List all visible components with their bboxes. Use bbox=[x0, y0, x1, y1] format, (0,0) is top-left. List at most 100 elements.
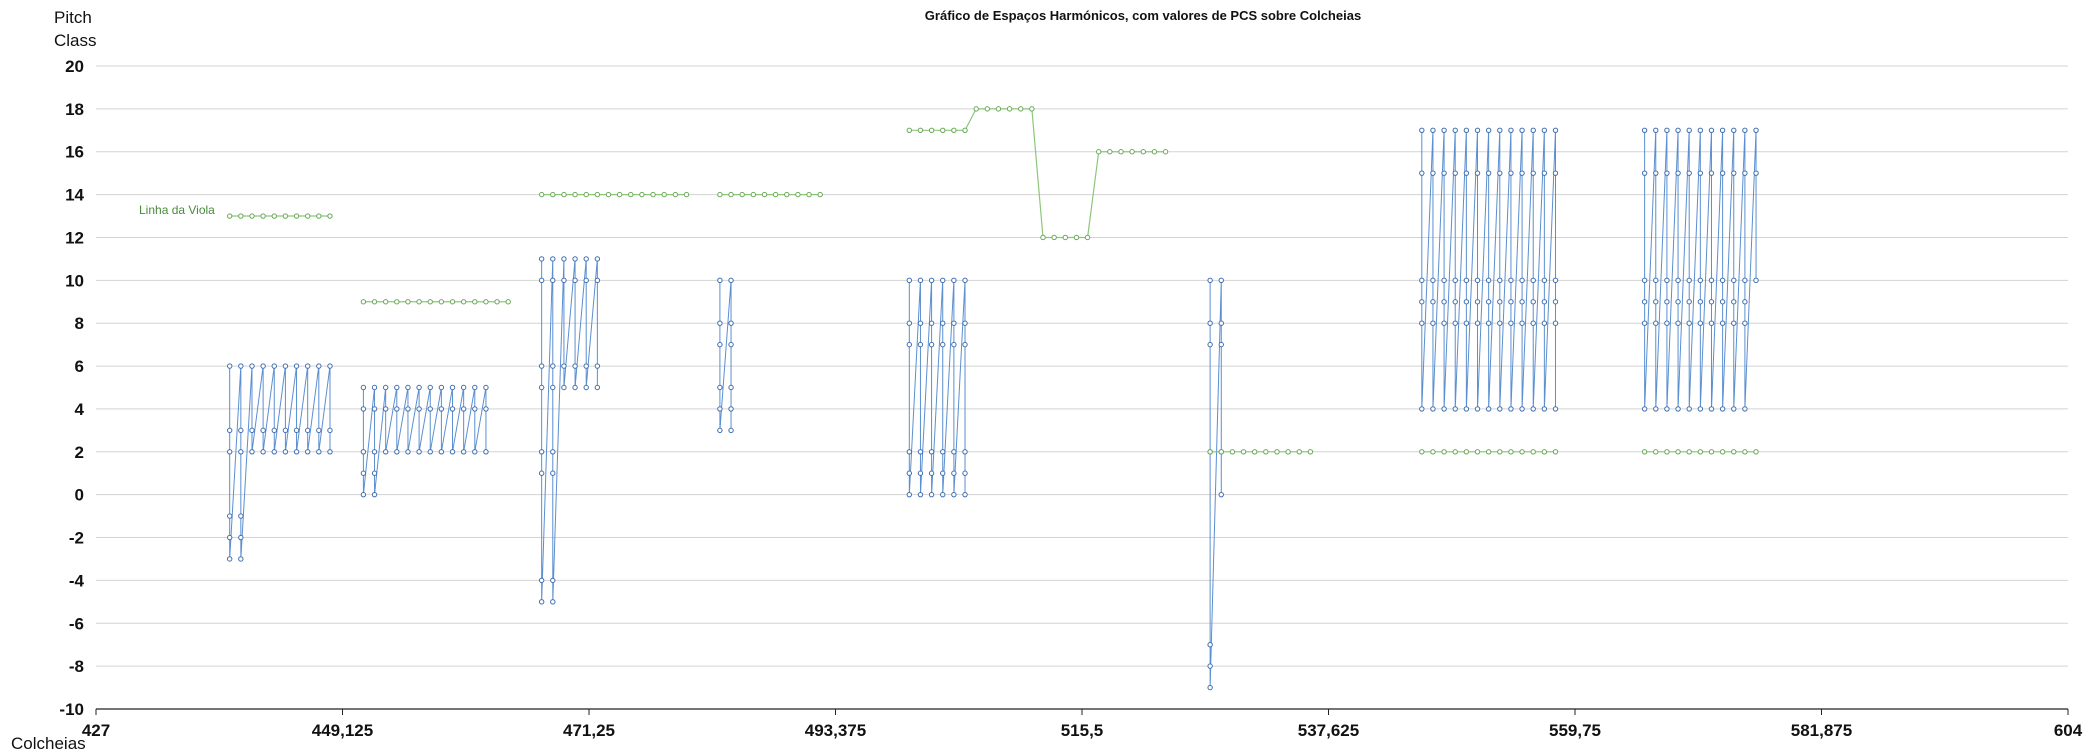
chord-data-point bbox=[1485, 127, 1492, 134]
chord-data-point bbox=[427, 449, 433, 455]
chord-data-point bbox=[1719, 299, 1726, 305]
chord-data-point bbox=[1697, 320, 1704, 326]
chord-data-point bbox=[1207, 663, 1213, 669]
viola-data-point bbox=[394, 299, 400, 305]
chord-data-point bbox=[1452, 127, 1458, 134]
chord-data-point bbox=[1441, 299, 1447, 305]
chord-data-point bbox=[572, 277, 578, 284]
chord-data-point bbox=[583, 277, 589, 284]
chord-data-point bbox=[1708, 406, 1715, 412]
chord-data-point bbox=[951, 320, 957, 326]
chord-data-point bbox=[583, 256, 589, 262]
chord-data-point bbox=[1719, 320, 1726, 326]
chord-data-point bbox=[1731, 127, 1737, 134]
viola-data-point bbox=[1229, 449, 1236, 455]
chord-data-point bbox=[1686, 320, 1692, 326]
viola-series-line bbox=[909, 108, 1166, 239]
viola-data-point bbox=[1697, 449, 1704, 455]
viola-data-point bbox=[717, 191, 723, 198]
chord-data-point bbox=[1697, 277, 1704, 284]
chord-data-point bbox=[917, 449, 924, 455]
chord-data-point bbox=[906, 341, 913, 348]
chord-data-point bbox=[1697, 406, 1704, 412]
viola-data-point bbox=[1218, 449, 1224, 455]
chord-data-point bbox=[483, 406, 489, 412]
chord-data-point bbox=[238, 556, 244, 562]
chord-data-point bbox=[1485, 299, 1492, 305]
chord-data-point bbox=[940, 449, 946, 455]
chord-data-point bbox=[1719, 170, 1726, 176]
y-tick-label: -4 bbox=[69, 571, 85, 590]
chord-data-point bbox=[962, 277, 968, 284]
viola-data-point bbox=[282, 213, 289, 219]
chord-data-point bbox=[260, 427, 266, 434]
chord-data-point bbox=[906, 449, 913, 455]
chord-data-point bbox=[1430, 406, 1436, 412]
y-tick-label: 4 bbox=[75, 400, 85, 419]
chord-data-point bbox=[449, 384, 456, 391]
chord-data-point bbox=[327, 449, 333, 455]
y-tick-label: 20 bbox=[65, 57, 84, 76]
chord-data-point bbox=[460, 406, 467, 412]
viola-data-point bbox=[795, 191, 801, 198]
viola-line-label: Linha da Viola bbox=[139, 203, 215, 217]
chord-data-point bbox=[1552, 406, 1559, 412]
viola-data-point bbox=[594, 191, 601, 198]
viola-data-point bbox=[572, 191, 578, 198]
chord-data-point bbox=[717, 406, 723, 412]
viola-data-point bbox=[616, 191, 623, 198]
chord-data-point bbox=[472, 449, 478, 455]
chord-data-point bbox=[416, 384, 422, 391]
chord-data-point bbox=[1719, 277, 1726, 284]
viola-data-point bbox=[561, 191, 567, 198]
viola-data-point bbox=[483, 299, 489, 305]
chord-data-point bbox=[238, 427, 244, 434]
chord-data-point bbox=[271, 363, 277, 369]
chord-data-point bbox=[1218, 341, 1224, 348]
chord-series-line bbox=[541, 258, 598, 602]
chord-data-point bbox=[538, 449, 545, 455]
y-tick-label: 16 bbox=[65, 143, 84, 162]
viola-data-point bbox=[1084, 234, 1091, 241]
chord-data-point bbox=[728, 341, 734, 348]
chord-data-point bbox=[1641, 277, 1648, 284]
chord-data-point bbox=[394, 384, 400, 391]
viola-data-point bbox=[940, 127, 946, 134]
chord-data-point bbox=[1485, 320, 1492, 326]
viola-data-point bbox=[316, 213, 322, 219]
x-tick-label: 537,625 bbox=[1298, 721, 1359, 740]
chord-data-point bbox=[1731, 277, 1737, 284]
chord-data-point bbox=[906, 277, 913, 284]
chord-data-point bbox=[226, 513, 233, 519]
chord-data-point bbox=[238, 449, 244, 455]
viola-data-point bbox=[772, 191, 779, 198]
chord-data-point bbox=[360, 449, 367, 455]
chord-data-point bbox=[1731, 406, 1737, 412]
chord-data-point bbox=[1508, 406, 1514, 412]
y-tick-label: 10 bbox=[65, 271, 84, 290]
viola-data-point bbox=[917, 127, 924, 134]
chord-data-point bbox=[1474, 320, 1481, 326]
grid-layer bbox=[96, 65, 2068, 667]
viola-data-point bbox=[973, 106, 979, 112]
chord-data-point bbox=[1708, 170, 1715, 176]
chord-data-point bbox=[1430, 127, 1436, 134]
viola-data-point bbox=[962, 127, 968, 134]
chord-data-point bbox=[1474, 406, 1481, 412]
chord-data-point bbox=[382, 384, 389, 391]
chord-data-point bbox=[928, 341, 935, 348]
chord-data-point bbox=[1519, 299, 1525, 305]
viola-data-point bbox=[1051, 234, 1057, 241]
chord-data-point bbox=[438, 384, 445, 391]
chord-data-point bbox=[1452, 406, 1458, 412]
viola-data-point bbox=[1474, 449, 1481, 455]
viola-data-point bbox=[260, 213, 266, 219]
chord-data-point bbox=[360, 406, 367, 412]
chord-data-point bbox=[282, 363, 289, 369]
chord-data-point bbox=[472, 406, 478, 412]
chord-data-point bbox=[906, 470, 913, 476]
chord-data-point bbox=[550, 599, 556, 605]
chord-data-point bbox=[238, 534, 244, 541]
chord-data-point bbox=[951, 470, 957, 476]
chord-data-point bbox=[1541, 170, 1548, 176]
